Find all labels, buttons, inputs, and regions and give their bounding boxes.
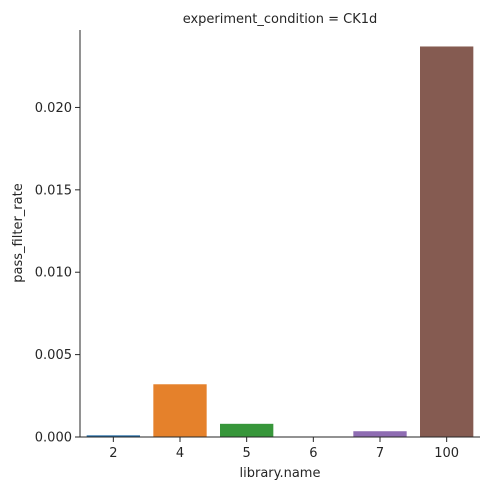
x-tick-label: 100 (434, 446, 459, 461)
y-tick-label: 0.005 (35, 348, 72, 363)
x-tick-label: 7 (376, 446, 384, 461)
y-tick-label: 0.000 (35, 431, 72, 446)
plot-area: 0.000 0.005 0.010 0.015 0.020 2 4 5 6 7 100 (35, 30, 480, 461)
bar-2 (86, 435, 140, 437)
bar-5 (220, 423, 274, 437)
x-axis-label: library.name (240, 466, 321, 481)
x-tick-label: 5 (243, 446, 251, 461)
y-tick-label: 0.015 (35, 183, 72, 198)
bar-7 (353, 431, 407, 437)
x-tick-label: 6 (309, 446, 317, 461)
bar-4 (153, 384, 207, 437)
y-tick-label: 0.010 (35, 266, 72, 281)
chart-title: experiment_condition = CK1d (183, 12, 378, 27)
y-tick-label: 0.020 (35, 101, 72, 116)
bar-100 (420, 46, 474, 438)
x-tick-label: 4 (176, 446, 184, 461)
x-tick-label: 2 (109, 446, 117, 461)
y-axis-label: pass_filter_rate (11, 183, 26, 282)
